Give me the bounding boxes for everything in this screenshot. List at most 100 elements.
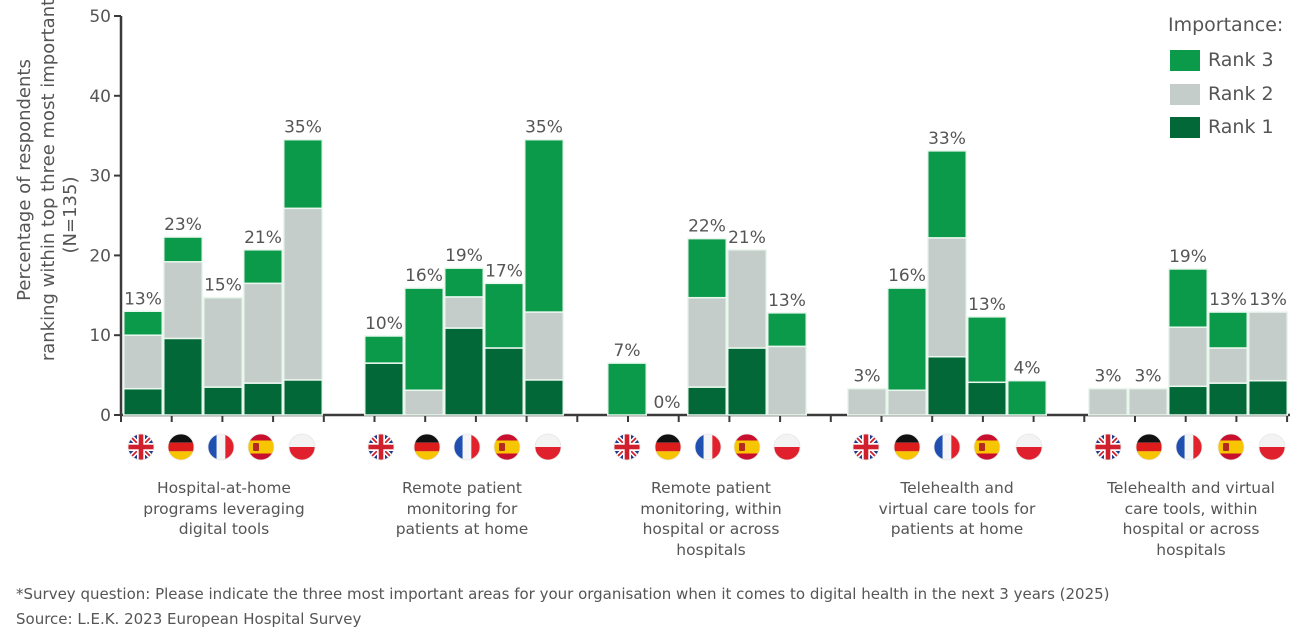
- bar-group: 7% 0% 22%21% 13%: [607, 217, 807, 416]
- bar-segment-rank2: [1248, 311, 1288, 382]
- fr-flag-icon: [1176, 434, 1202, 460]
- category-label-line: care tools, within: [1124, 499, 1258, 518]
- bar-segment-rank3: [243, 249, 283, 285]
- bar-total-label: 17%: [485, 261, 523, 281]
- bar-total-label: 13%: [968, 295, 1006, 315]
- category-label-line: hospital or across: [642, 520, 780, 538]
- bar-segment-rank3: [927, 150, 967, 239]
- pl-flag-icon: [289, 434, 315, 460]
- legend-label: Rank 2: [1208, 83, 1274, 105]
- bar-segment-rank2: [243, 282, 283, 384]
- pl-flag-icon: [535, 434, 561, 460]
- bar-segment-rank3: [283, 138, 323, 210]
- bar-segment-rank3: [1007, 379, 1047, 416]
- legend-item-rank-3: Rank 3: [1170, 49, 1274, 71]
- bar-segment-rank2: [524, 311, 564, 381]
- es-flag-icon: [734, 434, 760, 460]
- bar-total-label: 16%: [888, 266, 926, 286]
- category-label-line: hospital or across: [1122, 520, 1260, 538]
- bar-segment-rank1: [927, 355, 967, 416]
- uk-flag-icon: [128, 434, 154, 460]
- es-flag-icon: [1218, 434, 1244, 460]
- fr-flag-icon: [934, 434, 960, 460]
- bar-segment-rank2: [123, 334, 163, 390]
- bar-total-label: 4%: [1014, 359, 1041, 379]
- bar-total-label: 33%: [928, 129, 966, 149]
- de-flag-icon: [894, 434, 920, 460]
- bar-segment-rank1: [444, 327, 484, 416]
- bar-segment-rank3: [364, 335, 404, 364]
- bar-segment-rank2: [927, 237, 967, 358]
- bar-segment-rank1: [1248, 379, 1288, 416]
- legend-swatch-rank-2: [1170, 83, 1200, 105]
- bar-total-label: 13%: [124, 289, 162, 309]
- legend-title: Importance:: [1168, 14, 1284, 36]
- bar-total-label: 3%: [1135, 367, 1162, 387]
- bar-segment-rank2: [163, 261, 203, 340]
- x-axis: [120, 413, 1290, 422]
- bar-segment-rank2: [1128, 387, 1168, 416]
- bar-total-label: 0%: [654, 393, 681, 413]
- legend-swatch-rank-1: [1170, 116, 1200, 138]
- source-note: Source: L.E.K. 2023 European Hospital Su…: [16, 610, 362, 628]
- category-label-line: virtual care tools for: [878, 499, 1036, 518]
- category-label: Remote patient monitoring, within hospital…: [596, 478, 826, 560]
- y-tick-label: 20: [89, 246, 111, 266]
- bar-total-label: 13%: [1209, 290, 1247, 310]
- y-axis-title-line: ranking within top three most important: [38, 0, 59, 361]
- bar-segment-rank1: [727, 347, 767, 416]
- bar-total-label: 15%: [204, 276, 242, 296]
- y-tick-label: 40: [89, 87, 111, 107]
- country-flags: [127, 433, 1286, 461]
- es-flag-icon: [494, 434, 520, 460]
- bar-total-label: 19%: [1169, 247, 1207, 267]
- bar-total-label: 19%: [445, 246, 483, 266]
- category-label: Hospital-at-home programs leveraging digit…: [109, 478, 339, 540]
- bar-segment-rank1: [163, 337, 203, 416]
- bar-segment-rank2: [1168, 326, 1208, 388]
- category-label: Telehealth and virtual care tools for pati…: [842, 478, 1072, 540]
- bar-segment-rank3: [444, 267, 484, 298]
- bar-segment-rank3: [484, 282, 524, 349]
- bar-total-label: 21%: [728, 228, 766, 248]
- bar-segment-rank1: [524, 379, 564, 416]
- uk-flag-icon: [614, 434, 640, 460]
- category-label-line: Telehealth and: [900, 479, 1014, 497]
- bar-total-label: 22%: [688, 217, 726, 237]
- pl-flag-icon: [1016, 434, 1042, 460]
- bar-total-label: 23%: [164, 215, 202, 235]
- y-axis-title: Percentage of respondents ranking within …: [14, 0, 81, 361]
- bar-segment-rank3: [404, 287, 444, 392]
- bar-segment-rank2: [1208, 347, 1248, 384]
- bar-segment-rank1: [1168, 385, 1208, 416]
- bar-segment-rank3: [767, 312, 807, 348]
- bar-segment-rank2: [203, 296, 243, 388]
- bar-segment-rank2: [444, 296, 484, 329]
- legend-label: Rank 3: [1208, 49, 1274, 71]
- legend-item-rank-2: Rank 2: [1170, 83, 1274, 105]
- category-label-line: programs leveraging: [143, 499, 305, 518]
- category-label-line: Remote patient: [651, 479, 771, 497]
- bar-total-label: 3%: [1095, 367, 1122, 387]
- bar-segment-rank2: [767, 345, 807, 416]
- category-label-line: hospitals: [1156, 540, 1226, 559]
- category-label-line: monitoring for: [406, 499, 518, 518]
- category-label-line: hospitals: [676, 540, 746, 559]
- category-label-line: patients at home: [890, 520, 1024, 538]
- bar-segment-rank2: [727, 249, 767, 349]
- bar-segment-rank2: [687, 296, 727, 388]
- bars: 13%23%15%21%35%10%16%19%17%35%7%0%22%21%…: [123, 118, 1288, 416]
- bar-total-label: 21%: [244, 228, 282, 248]
- bar-total-label: 13%: [1249, 290, 1287, 310]
- de-flag-icon: [655, 434, 681, 460]
- bar-segment-rank1: [243, 382, 283, 416]
- fr-flag-icon: [454, 434, 480, 460]
- bar-segment-rank2: [1088, 387, 1128, 416]
- bar-segment-rank3: [967, 316, 1007, 384]
- es-flag-icon: [974, 434, 1000, 460]
- bar-segment-rank1: [364, 362, 404, 416]
- bar-segment-rank3: [687, 237, 727, 299]
- survey-question-note: *Survey question: Please indicate the th…: [16, 585, 1110, 603]
- y-axis-title-line: (N=135): [60, 177, 81, 254]
- bar-total-label: 35%: [525, 118, 563, 138]
